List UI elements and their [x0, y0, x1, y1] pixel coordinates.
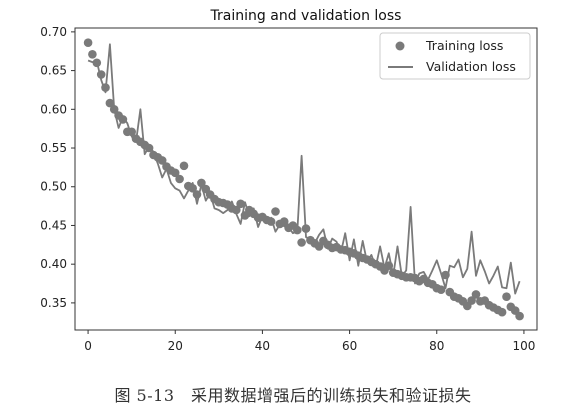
chart-title: Training and validation loss: [210, 8, 402, 24]
loss-chart: Training and validation loss 0 20 40 60 80 10…: [40, 8, 538, 353]
training-loss-point: [175, 174, 184, 184]
training-loss-point: [497, 307, 507, 317]
y-tick-label: 0.60: [40, 102, 67, 116]
training-loss-point: [179, 161, 189, 171]
training-loss-point: [301, 224, 311, 233]
y-tick-label: 0.65: [40, 64, 67, 78]
training-loss-series: [83, 38, 524, 321]
training-loss-point: [109, 105, 119, 114]
training-loss-point: [144, 143, 154, 153]
training-loss-point: [293, 225, 302, 235]
training-loss-point: [192, 190, 202, 199]
training-loss-point: [197, 178, 206, 188]
training-loss-point: [436, 285, 446, 295]
x-tick-label: 20: [168, 339, 183, 353]
figure-caption: 图 5-13 采用数据增强后的训练损失和验证损失: [114, 386, 472, 405]
y-tick-label: 0.55: [40, 141, 67, 155]
training-loss-point: [118, 115, 128, 124]
training-loss-point: [266, 217, 276, 226]
y-tick-label: 0.35: [40, 296, 67, 310]
training-loss-point: [127, 127, 136, 137]
legend-training-marker: [395, 41, 405, 51]
training-loss-point: [232, 205, 241, 215]
training-loss-point: [105, 98, 115, 108]
y-tick-label: 0.70: [40, 25, 67, 39]
training-loss-point: [101, 83, 110, 92]
y-tick-label: 0.45: [40, 218, 67, 232]
training-loss-point: [502, 292, 511, 302]
training-loss-point: [271, 207, 280, 216]
y-tick-label: 0.40: [40, 257, 67, 271]
training-loss-point: [441, 270, 450, 280]
training-loss-point: [471, 290, 481, 299]
x-tick-label: 0: [84, 339, 92, 353]
legend-training-label: Training loss: [425, 38, 503, 53]
training-loss-point: [96, 70, 106, 79]
training-loss-point: [157, 156, 167, 165]
y-tick-label: 0.50: [40, 180, 67, 194]
legend-box: [379, 32, 531, 80]
training-loss-point: [297, 238, 306, 247]
training-loss-point: [384, 261, 394, 271]
training-loss-point: [88, 50, 97, 59]
training-loss-point: [236, 199, 245, 209]
x-tick-label: 60: [342, 339, 357, 353]
legend-validation-label: Validation loss: [426, 59, 516, 74]
legend: Training loss Validation loss: [379, 32, 531, 80]
training-loss-point: [467, 296, 476, 305]
y-axis: 0.35 0.40 0.45 0.50 0.55 0.60 0.65 0.70: [40, 25, 75, 310]
training-loss-point: [279, 217, 289, 226]
training-loss-point: [92, 58, 102, 68]
x-tick-label: 80: [429, 339, 444, 353]
x-tick-label: 40: [255, 339, 270, 353]
training-loss-point: [83, 38, 93, 47]
x-tick-label: 100: [512, 339, 535, 353]
training-loss-point: [170, 168, 180, 178]
x-axis: 0 20 40 60 80 100: [84, 330, 535, 353]
plot-frame: [74, 27, 538, 331]
training-loss-point: [515, 311, 524, 321]
training-loss-point: [188, 184, 197, 193]
